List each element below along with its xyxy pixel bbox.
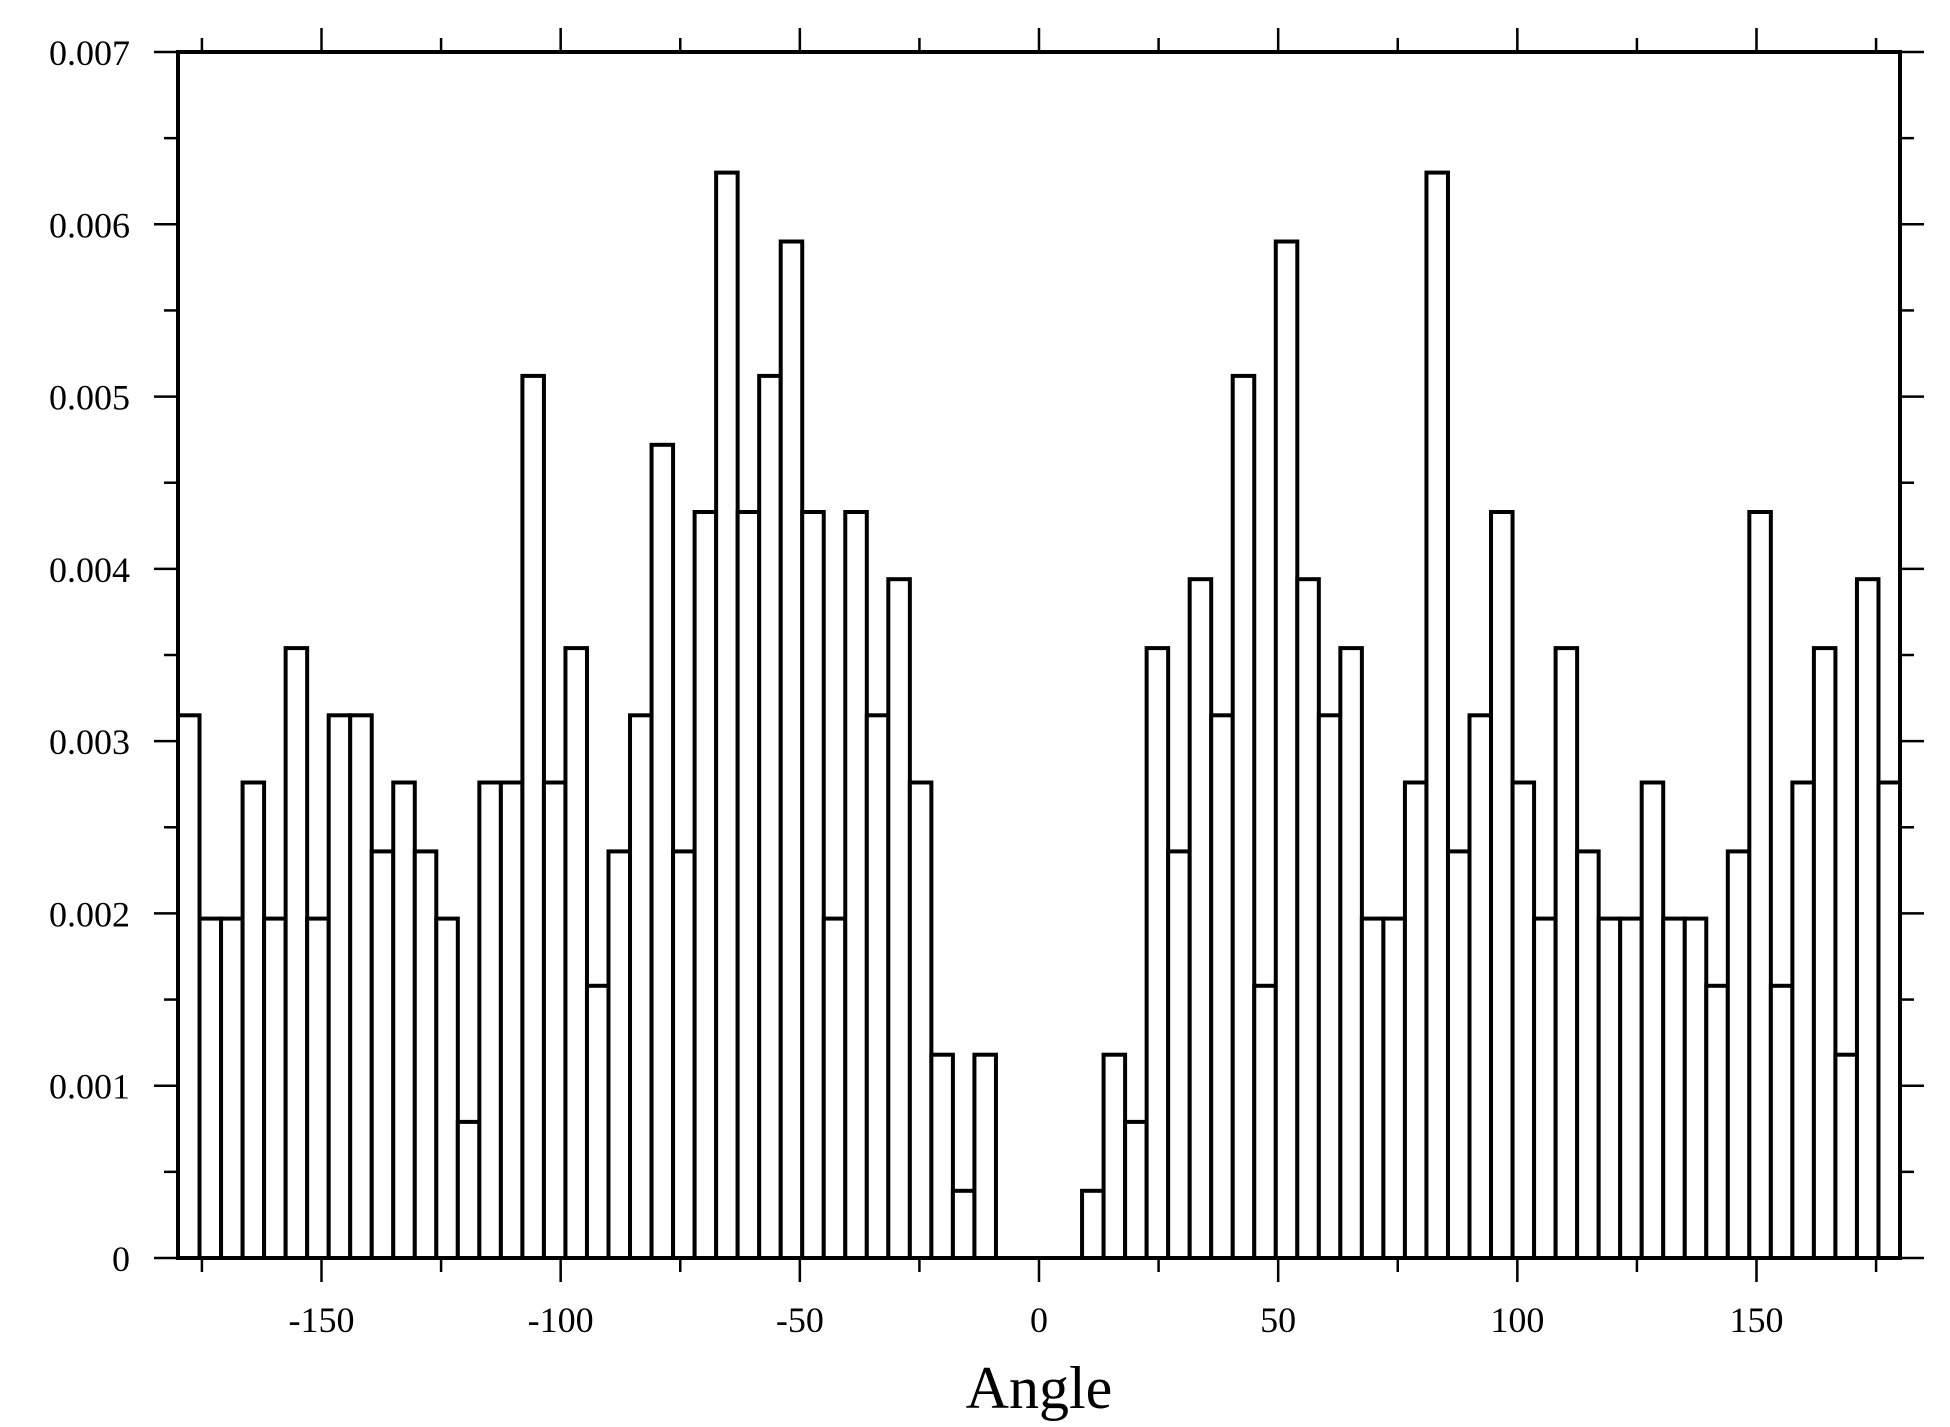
y-tick-label: 0.004	[49, 550, 130, 590]
histogram-bar	[1359, 916, 1386, 1261]
histogram-bar	[412, 849, 439, 1260]
y-tick-label: 0	[112, 1239, 130, 1279]
histogram-bar	[843, 510, 869, 1260]
histogram-bar	[1338, 646, 1364, 1260]
histogram-bar	[1768, 983, 1795, 1260]
histogram-bar	[950, 1188, 977, 1261]
histogram-bar	[1295, 577, 1321, 1260]
x-tick-label: -150	[289, 1300, 355, 1340]
histogram-bar	[348, 713, 374, 1260]
x-tick-label: -100	[528, 1300, 594, 1340]
histogram-bar	[541, 780, 568, 1261]
histogram-bar	[606, 849, 633, 1260]
bars-layer	[176, 170, 1902, 1261]
x-tick-label: 50	[1260, 1300, 1296, 1340]
histogram-bar	[563, 646, 589, 1260]
histogram-bar	[520, 373, 546, 1260]
histogram-bar	[326, 713, 353, 1260]
y-tick-label: 0.003	[49, 722, 130, 762]
x-tick-label: 150	[1730, 1300, 1784, 1340]
histogram-bar	[1682, 916, 1709, 1261]
histogram-bar	[1811, 646, 1838, 1260]
histogram-bar	[1252, 983, 1278, 1260]
histogram-bar	[1489, 510, 1515, 1260]
histogram-bar	[692, 510, 719, 1260]
histogram-bar	[369, 849, 396, 1260]
ticks-layer	[154, 28, 1924, 1282]
histogram-bar	[972, 1052, 998, 1261]
histogram-bar	[1790, 780, 1816, 1261]
histogram-bar	[1725, 849, 1752, 1260]
x-axis-title: Angle	[966, 1355, 1113, 1421]
histogram-bar	[1144, 646, 1171, 1260]
histogram-bar	[821, 916, 848, 1261]
histogram-bar	[1747, 510, 1773, 1260]
histogram-bar	[498, 780, 525, 1261]
histogram-bar	[477, 780, 503, 1261]
histogram-bar	[1273, 239, 1300, 1260]
histogram-bar	[778, 239, 805, 1260]
histogram-bar	[929, 1052, 955, 1261]
histogram-bar	[1467, 713, 1494, 1260]
histogram-bar	[1424, 170, 1450, 1261]
histogram-bar	[628, 713, 654, 1260]
histogram-bar	[649, 442, 676, 1261]
histogram-bar	[1876, 780, 1902, 1261]
histogram-bar	[1854, 577, 1881, 1260]
histogram-bar	[1166, 849, 1192, 1260]
histogram-bar	[1209, 713, 1235, 1260]
histogram-bar	[735, 510, 762, 1260]
histogram-bar	[283, 646, 310, 1260]
histogram-bar	[757, 373, 783, 1260]
histogram-bar	[886, 577, 912, 1260]
histogram-bar	[434, 916, 460, 1261]
histogram-bar	[1316, 713, 1343, 1260]
histogram-bar	[1833, 1052, 1859, 1261]
histogram-bar	[240, 780, 267, 1261]
histogram-bar	[1123, 1119, 1149, 1260]
histogram-bar	[219, 916, 245, 1261]
histogram-bar	[197, 916, 224, 1261]
x-tick-label: -50	[776, 1300, 824, 1340]
histogram-bar	[1510, 780, 1537, 1261]
histogram-bar	[1618, 916, 1644, 1261]
histogram-bar	[1101, 1052, 1128, 1261]
histogram-bar	[1080, 1188, 1106, 1261]
labels-layer: -150 -100 -50 0 50 100 150 0 0.001 0.002 0.003 0.00…	[49, 33, 1784, 1340]
y-tick-label: 0.001	[49, 1067, 130, 1107]
histogram-bar	[262, 916, 288, 1261]
histogram-bar	[1381, 916, 1407, 1261]
histogram-bar	[671, 849, 697, 1260]
histogram-bar	[1553, 646, 1580, 1260]
plot-frame	[176, 50, 1902, 1260]
histogram-bar	[1532, 916, 1558, 1261]
x-tick-label: 0	[1030, 1300, 1048, 1340]
histogram-bar	[864, 713, 891, 1260]
histogram-bar	[1704, 983, 1730, 1260]
histogram-bar	[1661, 916, 1687, 1261]
histogram-bar	[907, 780, 934, 1261]
histogram-bar	[1230, 373, 1257, 1260]
histogram-bar	[1187, 577, 1214, 1260]
histogram-bar	[1445, 849, 1472, 1260]
histogram-bar	[1575, 849, 1601, 1260]
histogram-bar	[455, 1119, 482, 1260]
histogram-bar	[176, 713, 202, 1260]
histogram-bar	[1596, 916, 1623, 1261]
histogram-bar	[714, 170, 740, 1261]
y-tick-label: 0.005	[49, 378, 130, 418]
y-tick-label: 0.007	[49, 33, 130, 73]
x-tick-label: 100	[1490, 1300, 1544, 1340]
histogram-bar	[1639, 780, 1666, 1261]
y-tick-label: 0.002	[49, 894, 130, 934]
histogram-bar	[800, 510, 826, 1260]
histogram-bar	[1402, 780, 1429, 1261]
y-tick-label: 0.006	[49, 205, 130, 245]
histogram-bar	[584, 983, 611, 1260]
histogram-bar	[305, 916, 331, 1261]
histogram-bar	[391, 780, 417, 1261]
